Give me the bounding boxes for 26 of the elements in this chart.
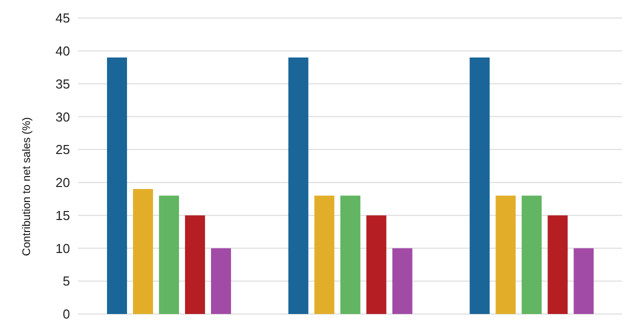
bar — [496, 196, 516, 314]
bar — [211, 248, 232, 314]
bar — [288, 57, 308, 314]
y-tick-label: 0 — [62, 306, 70, 322]
bar — [340, 196, 360, 314]
y-tick-label: 40 — [56, 44, 70, 59]
bar — [314, 196, 334, 314]
bar — [574, 248, 594, 314]
y-tick-label: 45 — [56, 10, 70, 26]
bar — [185, 215, 206, 314]
bar — [470, 57, 490, 314]
bar — [548, 215, 568, 314]
y-tick-label: 25 — [56, 142, 70, 158]
y-tick-label: 30 — [56, 109, 70, 124]
y-tick-label: 35 — [56, 76, 70, 92]
bar — [392, 248, 412, 314]
bar — [107, 57, 128, 314]
bar — [133, 189, 154, 314]
y-tick-label: 5 — [62, 274, 70, 289]
y-tick-label: 20 — [56, 175, 70, 190]
y-axis-title: Contribution to net sales (%) — [20, 117, 33, 256]
bar — [159, 196, 180, 314]
y-tick-label: 10 — [56, 240, 70, 256]
bar — [522, 196, 542, 314]
y-tick-label: 15 — [56, 208, 70, 223]
bar — [366, 215, 386, 314]
